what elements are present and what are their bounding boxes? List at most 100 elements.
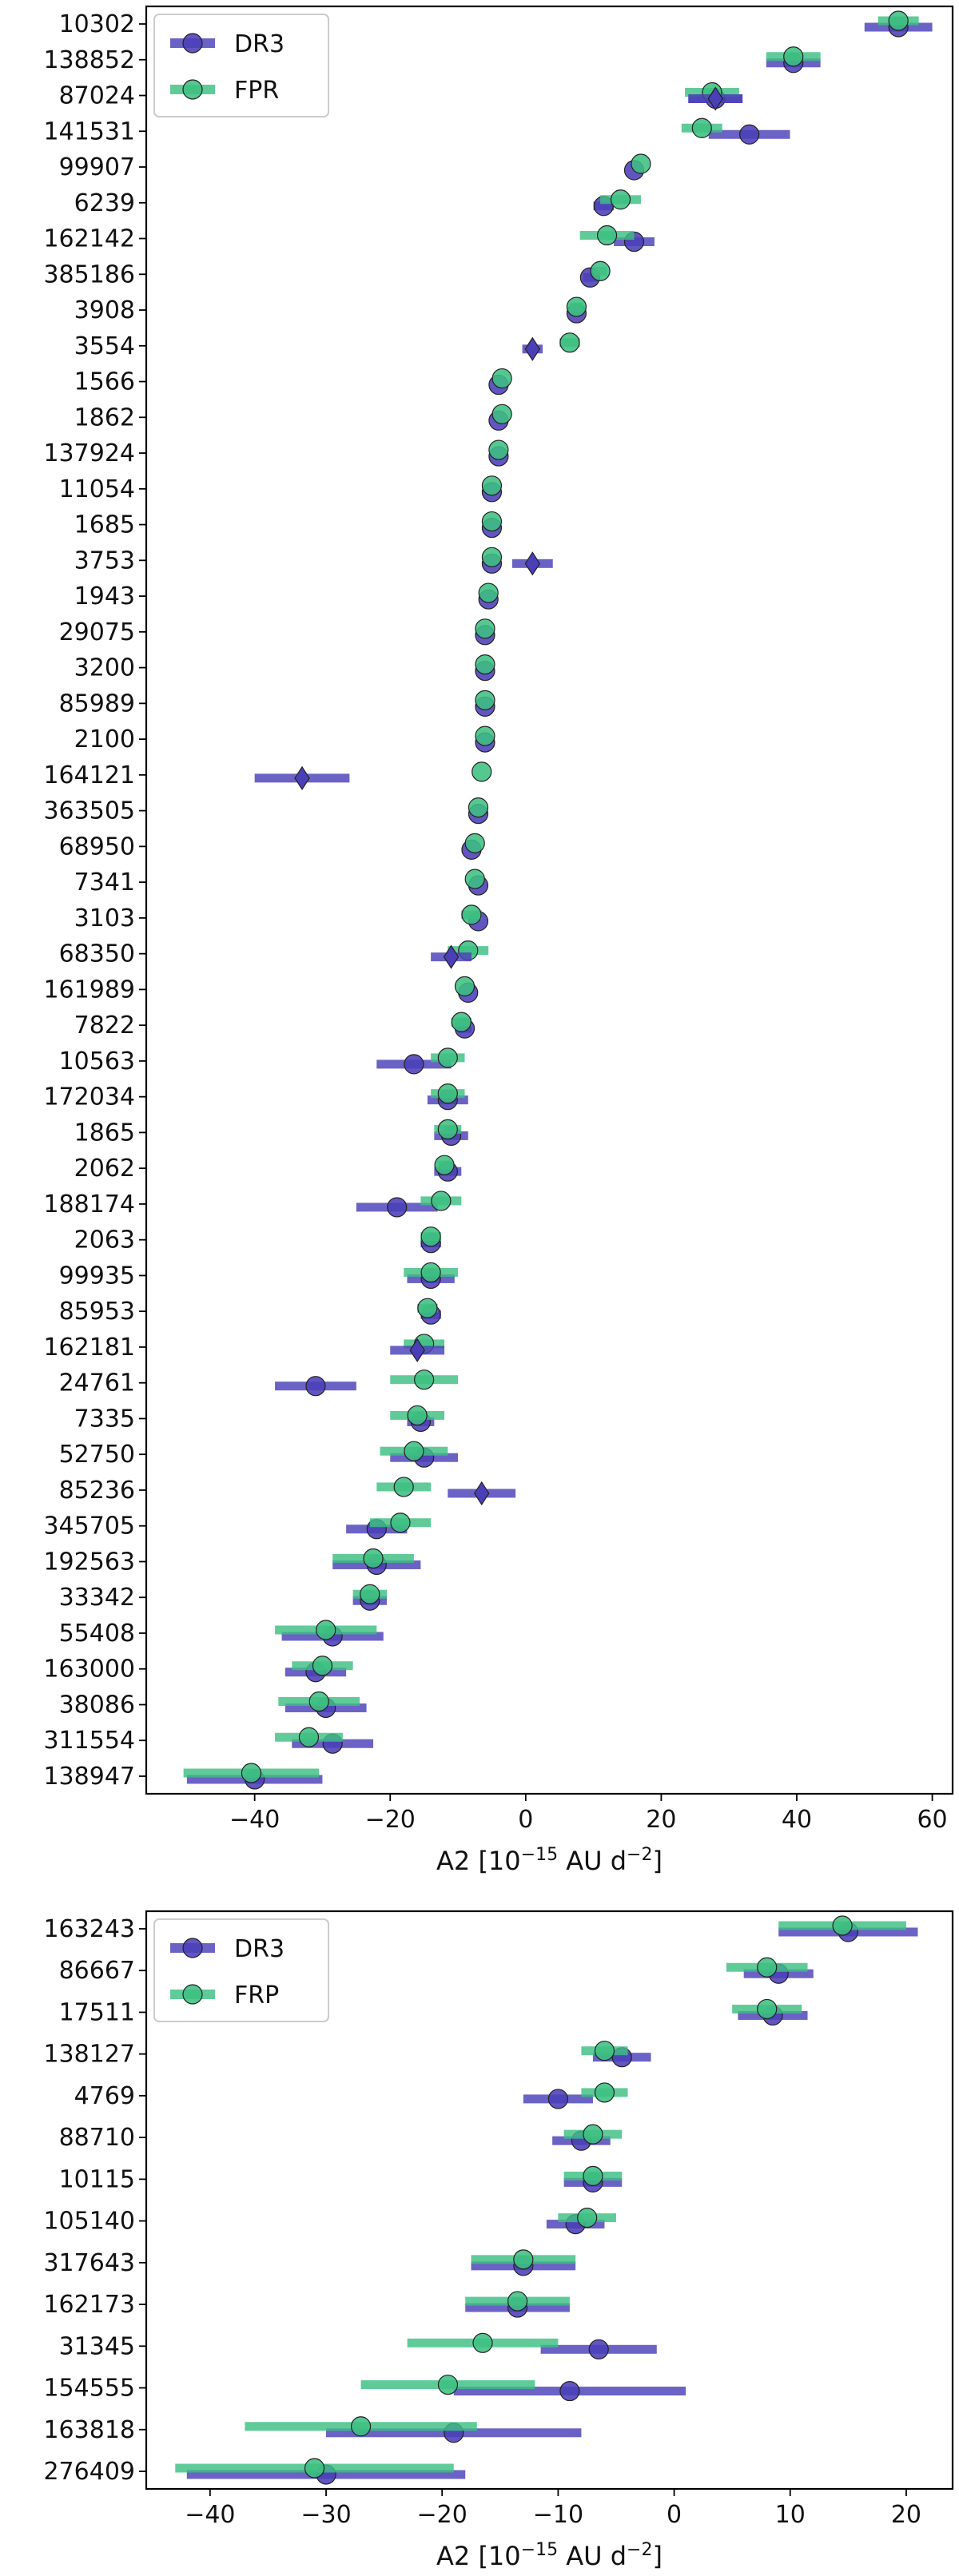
- x-axis-label-end: ]: [652, 2541, 662, 2571]
- data-point: [451, 1012, 472, 1032]
- data-point: [437, 2374, 459, 2395]
- ytick-label: 55408: [59, 1620, 135, 1648]
- ytick-label: 105140: [43, 2208, 135, 2236]
- x-axis-label-unit: AU d: [558, 2541, 627, 2571]
- plot-frame: [145, 5, 954, 1795]
- ytick-label: 162181: [43, 1334, 135, 1362]
- data-point: [241, 1763, 262, 1783]
- xtick-label: −40: [185, 2501, 235, 2529]
- data-point: [461, 904, 482, 925]
- ytick-label: 85236: [59, 1477, 135, 1505]
- x-axis-label-unit: AU d: [558, 1846, 627, 1876]
- data-point: [475, 618, 495, 639]
- data-point: [577, 2208, 598, 2228]
- diamond-marker: [524, 551, 541, 576]
- data-point: [832, 1915, 853, 1936]
- diamond-marker: [473, 1481, 490, 1506]
- data-point: [757, 1998, 778, 2020]
- data-point: [888, 10, 909, 31]
- ytick-label: 1566: [74, 368, 135, 396]
- legend-label: DR3: [234, 30, 285, 58]
- xtick-label: −30: [300, 2501, 351, 2529]
- data-point: [431, 1191, 452, 1211]
- ytick-label: 162142: [43, 225, 135, 253]
- data-point: [316, 1620, 336, 1640]
- data-point: [475, 690, 495, 710]
- ytick-label: 86667: [59, 1957, 135, 1985]
- data-point: [513, 2249, 534, 2270]
- ytick-label: 137924: [43, 439, 135, 467]
- data-point: [312, 1656, 333, 1676]
- xtick-label: −20: [417, 2501, 468, 2529]
- legend-swatch-marker: [182, 1984, 203, 2005]
- data-point: [559, 2380, 580, 2402]
- ytick-label: 1865: [74, 1119, 135, 1147]
- ytick-label: 1685: [74, 511, 135, 539]
- ytick-label: 363505: [43, 797, 135, 825]
- data-point: [298, 1727, 320, 1747]
- data-point: [491, 368, 512, 389]
- x-axis-label-exponent: −15: [521, 1845, 558, 1865]
- ytick-label: 6239: [74, 189, 135, 217]
- data-point: [304, 2458, 325, 2479]
- xtick-label: 0: [518, 1806, 533, 1834]
- ytick-label: 162173: [43, 2291, 135, 2319]
- legend-swatch-marker: [182, 79, 203, 100]
- ytick-label: 1862: [74, 403, 135, 431]
- xtick-label: 20: [646, 1806, 676, 1834]
- data-point: [407, 1405, 428, 1426]
- data-point: [475, 654, 495, 675]
- legend-swatch-marker: [182, 33, 203, 54]
- x-axis-label: A2 [10−15 AU d−2]: [436, 2540, 663, 2571]
- data-point: [739, 124, 760, 145]
- x-axis-label: A2 [10−15 AU d−2]: [436, 1845, 663, 1876]
- data-point: [631, 153, 651, 174]
- ytick-label: 17511: [59, 1998, 135, 2026]
- xtick-label: 60: [917, 1806, 947, 1834]
- ytick-label: 163818: [43, 2416, 135, 2444]
- data-point: [610, 189, 631, 210]
- ytick-label: 163243: [43, 1915, 135, 1943]
- legend-swatch-marker: [182, 1938, 203, 1958]
- data-point: [559, 332, 580, 353]
- ytick-label: 163000: [43, 1656, 135, 1684]
- data-point: [472, 761, 492, 782]
- legend-label: FRP: [234, 1982, 279, 2010]
- x-axis-label-text: A2 [10: [436, 1846, 521, 1876]
- ytick-label: 68950: [59, 833, 135, 861]
- data-point: [491, 403, 512, 424]
- ytick-label: 172034: [43, 1083, 135, 1111]
- data-point: [437, 1047, 458, 1068]
- data-point: [472, 2332, 493, 2353]
- data-point: [583, 2124, 603, 2145]
- ytick-label: 317643: [43, 2249, 135, 2277]
- data-point: [594, 2041, 615, 2061]
- data-point: [488, 439, 509, 460]
- data-point: [393, 1477, 414, 1497]
- ytick-label: 38086: [59, 1691, 135, 1719]
- ytick-label: 29075: [59, 618, 135, 646]
- ytick-label: 85989: [59, 690, 135, 718]
- diamond-marker: [707, 86, 723, 111]
- ytick-label: 85953: [59, 1298, 135, 1326]
- data-point: [475, 725, 495, 746]
- ytick-label: 10302: [59, 10, 135, 38]
- data-point: [404, 1441, 424, 1461]
- ytick-label: 3200: [74, 654, 135, 682]
- diamond-marker: [409, 1338, 425, 1363]
- data-point: [507, 2291, 528, 2312]
- ytick-label: 3753: [74, 547, 135, 574]
- ytick-label: 3908: [74, 296, 135, 324]
- x-axis-label-exponent2: −2: [627, 1845, 652, 1865]
- data-point: [414, 1369, 435, 1390]
- data-point: [783, 46, 804, 67]
- ytick-label: 138852: [43, 46, 135, 74]
- data-point: [404, 1054, 424, 1075]
- data-point: [594, 2082, 615, 2103]
- data-point: [363, 1548, 384, 1569]
- ytick-label: 2062: [74, 1155, 135, 1183]
- data-point: [691, 117, 712, 138]
- data-point: [566, 296, 587, 317]
- xtick-label: 10: [775, 2501, 806, 2529]
